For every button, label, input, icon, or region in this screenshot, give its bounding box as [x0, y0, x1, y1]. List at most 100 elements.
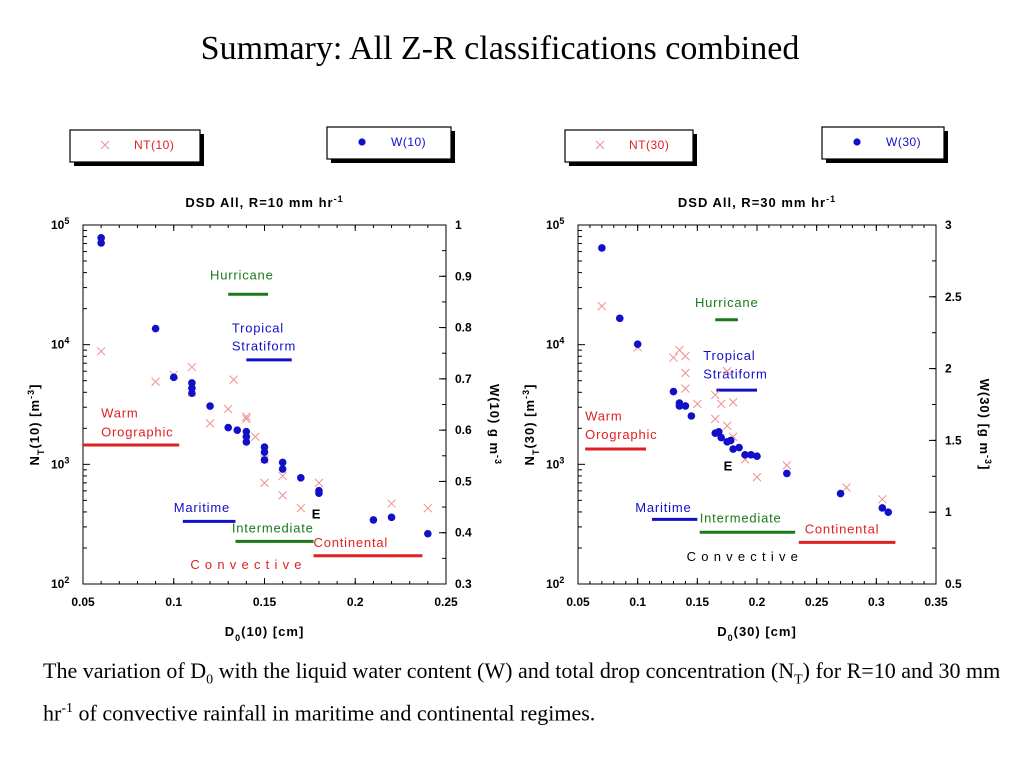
legend-marker-dot	[853, 138, 861, 146]
y-left-tick-label: 105	[546, 216, 564, 232]
legend-box	[564, 129, 694, 163]
x-axis-label: D0(30) [cm]	[717, 624, 797, 643]
data-point-dot	[729, 445, 737, 453]
x-axis-label-part: (10) [cm]	[241, 624, 304, 639]
legend-nt: NT(30)	[564, 129, 697, 166]
data-point-dot	[151, 324, 160, 333]
y-left-tick-label-part: 10	[546, 338, 560, 352]
series-nt30	[597, 301, 887, 504]
data-point-dot	[598, 244, 606, 252]
data-point-dot	[681, 402, 690, 410]
y-left-tick-label-part: 5	[559, 216, 564, 226]
data-point-x	[96, 346, 106, 356]
data-point-x	[722, 421, 732, 431]
y-left-axis-label-part: N	[522, 455, 537, 465]
x-tick-label: 0.15	[253, 595, 277, 609]
data-point-x	[387, 499, 396, 508]
x-tick-label: 0.05	[71, 595, 95, 609]
y-right-axis-label-part: ]	[977, 465, 992, 470]
y-right-tick-label: 2	[945, 362, 952, 376]
data-point-x	[681, 351, 690, 361]
x-tick-label: 0.35	[924, 595, 948, 609]
data-point-x	[205, 419, 215, 428]
data-point-dot	[747, 450, 755, 459]
data-point-x	[241, 414, 251, 424]
y-right-tick-label: 0.9	[455, 269, 472, 283]
annotation-label: Warm	[585, 408, 622, 423]
y-left-tick-label: 102	[546, 575, 564, 591]
annotation-label: Intermediate	[232, 521, 314, 536]
y-left-axis-label-part: (10) [m	[27, 399, 42, 449]
legend-w: W(10)	[326, 126, 455, 163]
data-point-dot	[669, 387, 678, 396]
x-tick-label: 0.25	[805, 595, 829, 609]
y-left-tick-label-part: 10	[546, 457, 560, 471]
data-point-x	[681, 384, 690, 393]
chart-2: NT(30) W(30) DSD All, R=30 mm hr-1 0.05 0.1 0…	[521, 126, 993, 643]
chart-title: DSD All, R=10 mm hr-1	[185, 194, 343, 210]
x-axis-label-part: D	[225, 624, 235, 639]
data-point-dot	[884, 508, 893, 516]
annotation-label: Stratiform	[703, 367, 767, 382]
annotation-label: Stratiform	[232, 339, 296, 354]
data-point-dot	[633, 340, 642, 348]
data-point-x	[187, 362, 197, 372]
data-point-x	[728, 397, 738, 407]
y-right-tick-label: 0.5	[945, 577, 962, 591]
x-tick-label: 0.1	[165, 595, 182, 609]
legend-marker-dot	[358, 138, 366, 146]
data-point-x	[782, 461, 792, 470]
chart-title-part: -1	[826, 194, 836, 204]
x-tick-label: 0.2	[347, 595, 364, 609]
y-left-tick-label-part: 4	[64, 336, 69, 346]
data-point-x	[877, 494, 887, 504]
data-point-x	[716, 399, 726, 409]
annotation-label: Continental	[314, 535, 389, 550]
y-left-tick-label-part: 10	[51, 457, 65, 471]
y-left-tick-label-part: 2	[559, 575, 564, 585]
x-axis-label: D0(10) [cm]	[225, 624, 305, 643]
y-left-tick-label-part: 10	[51, 577, 65, 591]
annotation-label: Hurricane	[210, 267, 274, 282]
y-right-axis-label-part: -3	[493, 455, 503, 465]
y-left-axis-label-part: ]	[27, 384, 42, 389]
x-axis-label-part: 0	[728, 633, 734, 643]
x-tick-label: 0.25	[434, 595, 458, 609]
data-point-x	[229, 375, 238, 385]
data-point-x	[251, 432, 260, 442]
data-point-dot	[735, 443, 743, 452]
y-right-tick-label: 0.3	[455, 577, 472, 591]
data-point-dot	[715, 427, 723, 436]
data-point-dot	[675, 402, 684, 410]
y-left-tick-label: 103	[546, 455, 564, 471]
legend-marker-x	[595, 140, 605, 150]
legend-marker-x	[100, 140, 110, 150]
data-point-x	[151, 377, 160, 387]
y-left-axis-label-part: N	[27, 455, 42, 465]
y-right-axis-label-part: W(30) [g m	[977, 379, 992, 455]
y-left-axis-label-part: ]	[522, 384, 537, 389]
legend-label: W(30)	[886, 135, 921, 149]
y-left-tick-label: 104	[546, 336, 564, 352]
annotation-label: C o n v e c t i v e	[190, 557, 302, 572]
y-right-axis-label-part: W(10) g m	[487, 384, 502, 455]
x-tick-label: 0.1	[629, 595, 646, 609]
y-left-tick-label-part: 5	[64, 216, 69, 226]
chart-title-part: DSD All, R=10 mm hr	[185, 195, 333, 210]
x-axis-label-part: (30) [cm]	[734, 624, 797, 639]
y-right-tick-label: 1	[945, 505, 952, 519]
y-right-axis-label-part: -3	[983, 455, 993, 465]
y-left-tick-label-part: 2	[64, 575, 69, 585]
legend-box	[69, 129, 201, 163]
data-point-x	[296, 503, 306, 513]
annotation-label: Maritime	[174, 500, 230, 515]
data-point-dot	[260, 456, 269, 464]
data-point-dot	[424, 529, 432, 538]
data-point-x	[722, 366, 732, 376]
legend-label: NT(10)	[134, 138, 174, 152]
caption-text-2: with the liquid water content (W) and to…	[213, 658, 795, 683]
data-point-dot	[753, 452, 761, 460]
data-point-dot	[206, 402, 214, 410]
data-point-x	[681, 368, 690, 378]
series-nt10	[96, 346, 433, 513]
